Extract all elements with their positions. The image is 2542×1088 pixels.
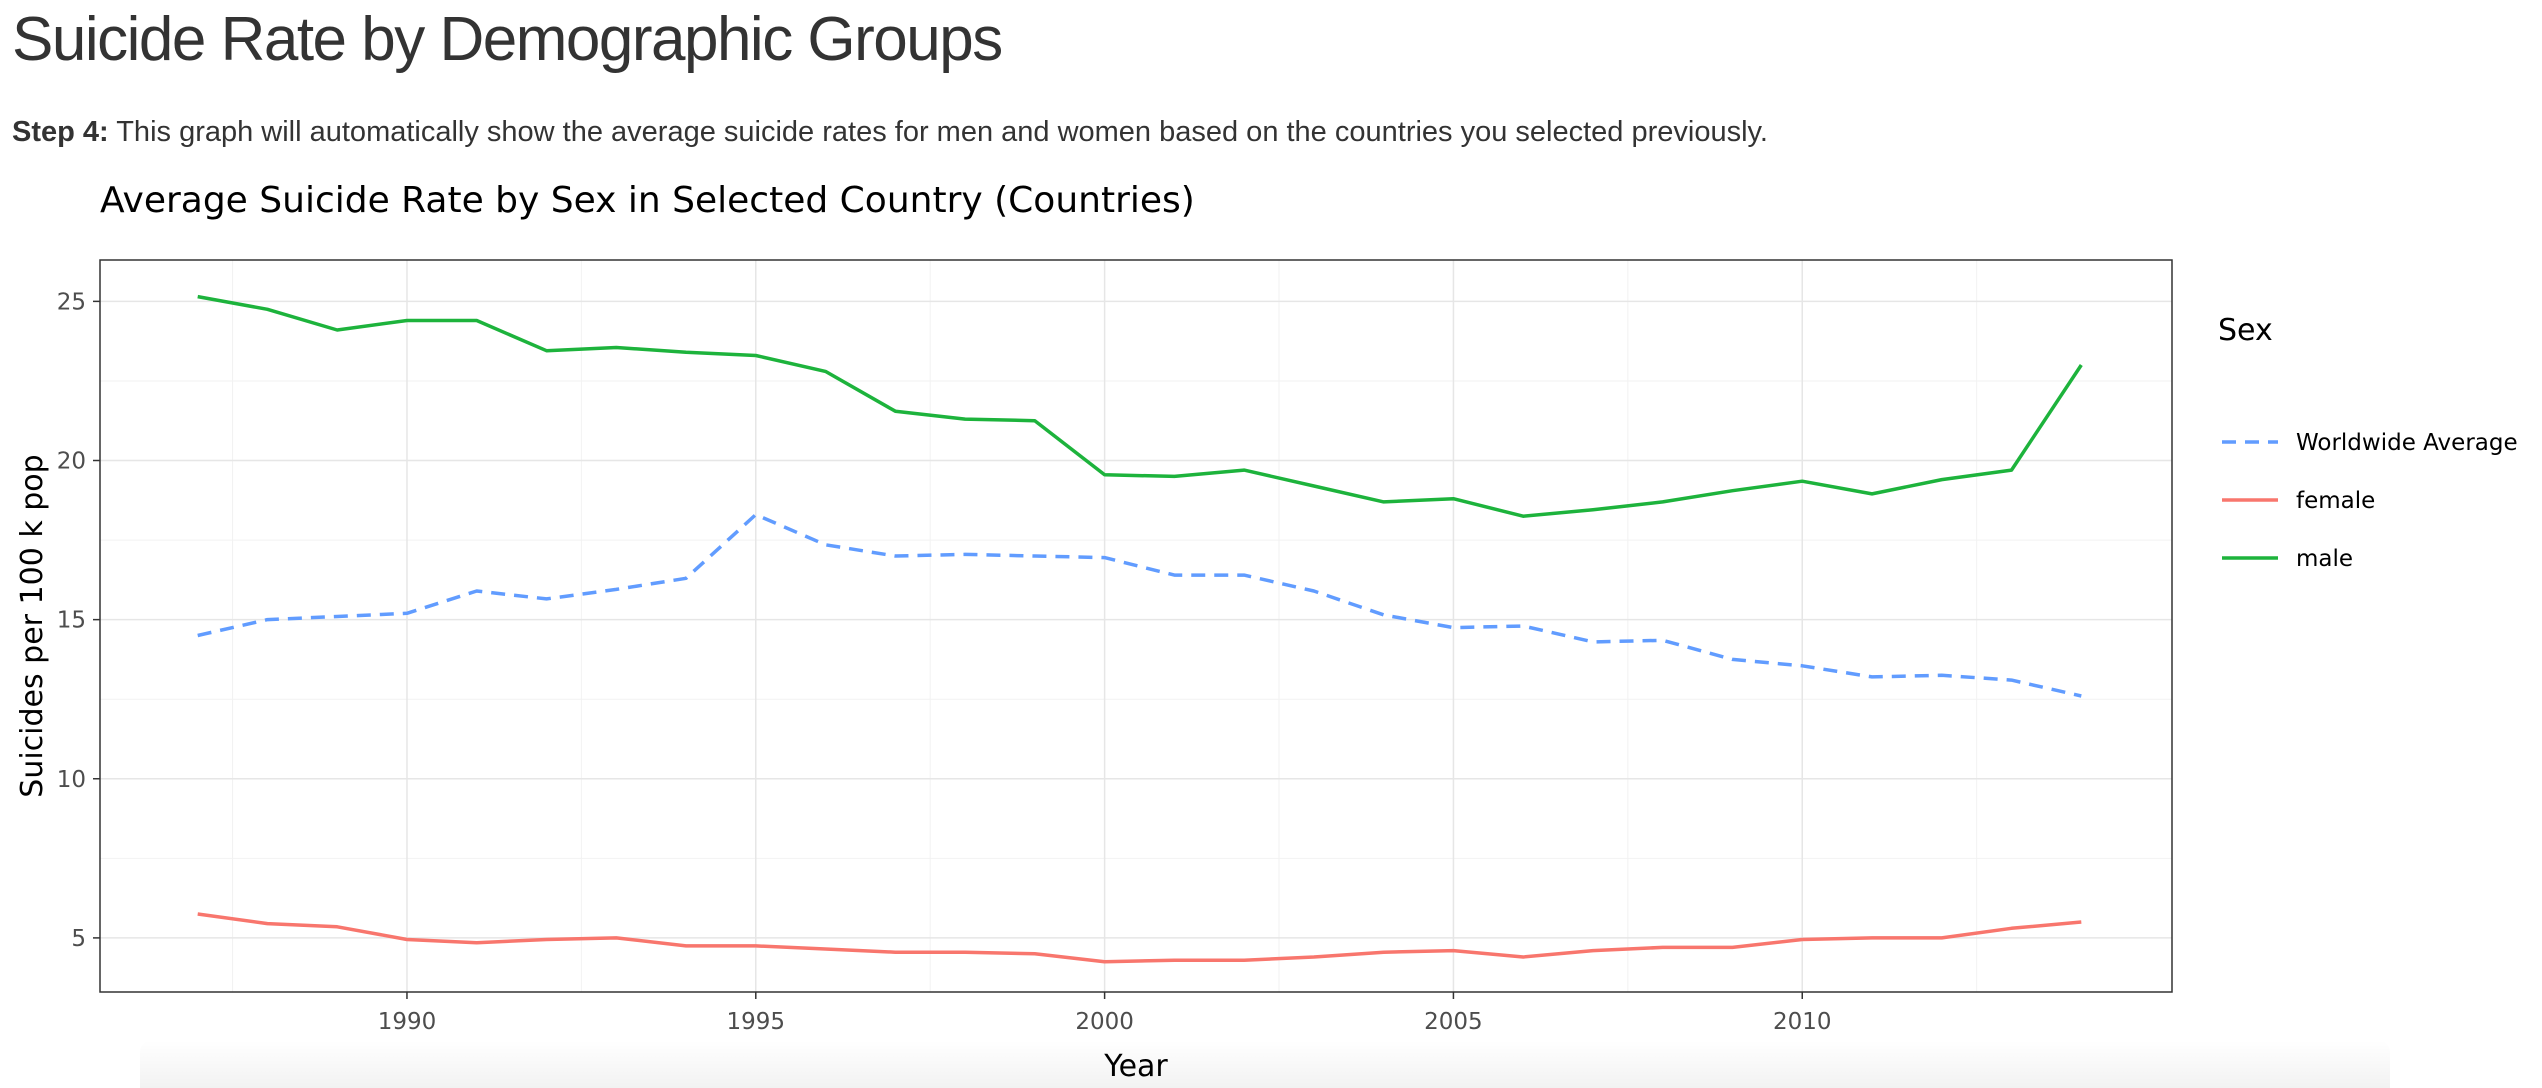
- x-tick-label: 1990: [378, 1009, 437, 1035]
- y-axis-title: Suicides per 100 k pop: [15, 454, 50, 797]
- series-line-male: [197, 294, 2083, 518]
- x-tick-label: 2000: [1075, 1009, 1134, 1035]
- x-tick-label: 2005: [1424, 1009, 1483, 1035]
- panel-shadow: [140, 1040, 2390, 1088]
- x-axis-title: Year: [1103, 1049, 1168, 1080]
- x-tick-label: 2010: [1773, 1009, 1832, 1035]
- y-tick-label: 10: [57, 767, 86, 793]
- legend-label: Worldwide Average: [2296, 430, 2518, 456]
- step-description: This graph will automatically show the a…: [108, 116, 1768, 148]
- x-tick-label: 1995: [727, 1009, 786, 1035]
- line-chart[interactable]: 1990 1995 2000 2005 2010 5 10 15 20 25 Year Suicide…: [0, 240, 2542, 1080]
- series-lines: [197, 294, 2083, 964]
- y-tick-label: 20: [57, 449, 86, 475]
- series-line-female: [197, 912, 2082, 964]
- step-instructions: Step 4: This graph will automatically sh…: [12, 116, 1768, 149]
- series-line-worldwide-average: [197, 512, 2082, 698]
- page-title: Suicide Rate by Demographic Groups: [12, 5, 1003, 74]
- legend-label: male: [2296, 546, 2353, 572]
- y-tick-label: 25: [57, 289, 86, 315]
- chart-title: Average Suicide Rate by Sex in Selected …: [100, 180, 1195, 221]
- plot-panel-border: [99, 259, 2173, 993]
- legend-label: female: [2296, 488, 2375, 514]
- legend-title: Sex: [2218, 313, 2273, 348]
- axes: 1990 1995 2000 2005 2010 5 10 15 20 25 Year Suicide…: [15, 289, 1832, 1080]
- y-tick-label: 5: [71, 926, 86, 952]
- grid: [100, 260, 2172, 992]
- y-tick-label: 15: [57, 608, 86, 634]
- legend[interactable]: Sex Worldwide Average female male: [2218, 313, 2518, 572]
- step-label: Step 4:: [12, 116, 109, 148]
